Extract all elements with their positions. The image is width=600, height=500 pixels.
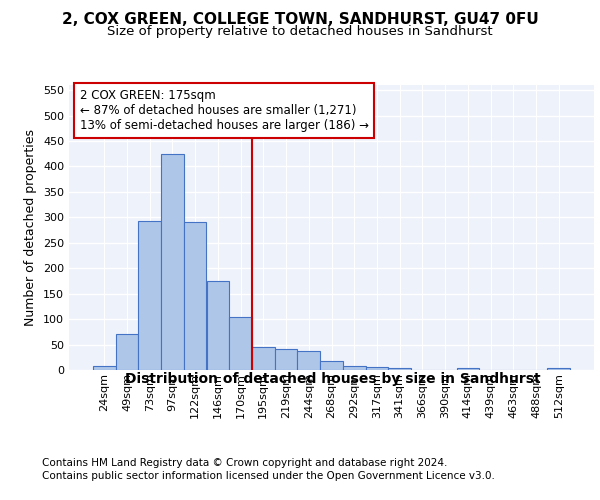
Bar	[547, 368, 570, 370]
Bar	[252, 347, 275, 370]
Bar	[93, 366, 116, 370]
Text: Distribution of detached houses by size in Sandhurst: Distribution of detached houses by size …	[125, 372, 541, 386]
Bar	[229, 316, 252, 370]
Bar	[275, 348, 298, 370]
Bar	[206, 281, 229, 370]
Bar	[365, 368, 388, 370]
Y-axis label: Number of detached properties: Number of detached properties	[25, 129, 37, 326]
Text: 2 COX GREEN: 175sqm
← 87% of detached houses are smaller (1,271)
13% of semi-det: 2 COX GREEN: 175sqm ← 87% of detached ho…	[79, 90, 368, 132]
Bar	[320, 362, 343, 370]
Text: Contains public sector information licensed under the Open Government Licence v3: Contains public sector information licen…	[42, 471, 495, 481]
Text: Size of property relative to detached houses in Sandhurst: Size of property relative to detached ho…	[107, 25, 493, 38]
Text: 2, COX GREEN, COLLEGE TOWN, SANDHURST, GU47 0FU: 2, COX GREEN, COLLEGE TOWN, SANDHURST, G…	[62, 12, 538, 28]
Bar	[457, 368, 479, 370]
Bar	[298, 350, 320, 370]
Bar	[184, 222, 206, 370]
Text: Contains HM Land Registry data © Crown copyright and database right 2024.: Contains HM Land Registry data © Crown c…	[42, 458, 448, 468]
Bar	[388, 368, 411, 370]
Bar	[161, 154, 184, 370]
Bar	[139, 221, 161, 370]
Bar	[116, 334, 139, 370]
Bar	[343, 366, 365, 370]
